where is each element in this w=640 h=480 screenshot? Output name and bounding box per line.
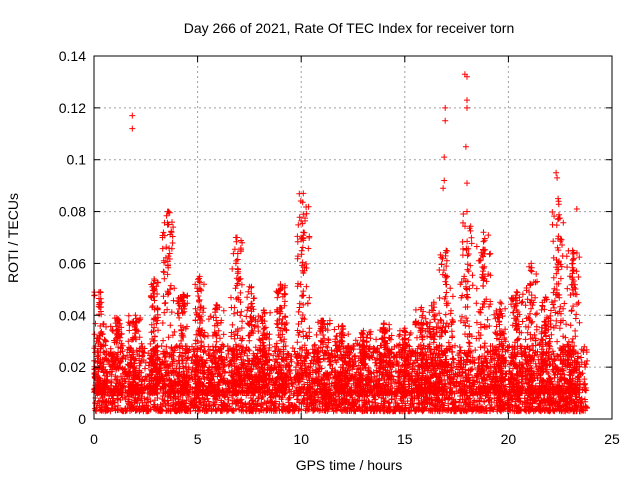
y-tick-label: 0 (78, 411, 86, 427)
x-tick-label: 25 (604, 431, 620, 447)
x-tick-label: 15 (397, 431, 413, 447)
chart-title: Day 266 of 2021, Rate Of TEC Index for r… (184, 20, 514, 36)
y-tick-label: 0.14 (59, 48, 86, 64)
x-tick-label: 10 (293, 431, 309, 447)
x-tick-label: 20 (501, 431, 517, 447)
y-tick-label: 0.04 (59, 307, 86, 323)
y-tick-label: 0.08 (59, 204, 86, 220)
y-tick-label: 0.12 (59, 100, 86, 116)
roti-plus-markers (91, 71, 590, 414)
x-axis-label: GPS time / hours (296, 457, 403, 473)
y-tick-label: 0.02 (59, 359, 86, 375)
y-axis-label: ROTI / TECUs (5, 193, 21, 283)
x-tick-label: 0 (90, 431, 98, 447)
y-tick-label: 0.1 (67, 152, 87, 168)
roti-scatter-chart: Day 266 of 2021, Rate Of TEC Index for r… (0, 0, 640, 480)
data-points (91, 71, 590, 414)
y-tick-label: 0.06 (59, 255, 86, 271)
x-tick-label: 5 (194, 431, 202, 447)
